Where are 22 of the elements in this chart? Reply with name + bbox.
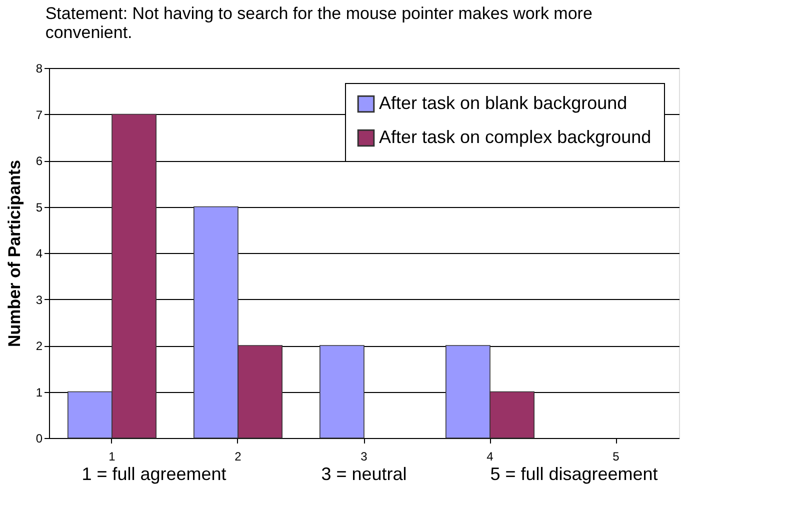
y-tick-label: 7 xyxy=(36,108,43,122)
y-tick-label: 6 xyxy=(36,154,43,168)
x-tick-label: 3 xyxy=(360,450,368,464)
x-tick-label: 5 xyxy=(612,450,620,464)
chart-title: Statement: Not having to search for the mouse pointer makes work more convenient. xyxy=(45,4,592,42)
y-axis-title: Number of Participants xyxy=(4,160,24,348)
y-tick-label: 3 xyxy=(36,292,43,307)
x-tick-label: 4 xyxy=(486,450,494,464)
y-tick-label: 8 xyxy=(36,62,43,76)
bar xyxy=(320,345,364,438)
text: 1 = full agreement xyxy=(82,464,226,484)
legend-label: After task on complex background xyxy=(379,127,652,147)
text: 3 = neutral xyxy=(321,464,407,484)
legend-label: After task on blank background xyxy=(379,93,628,113)
y-tick-label: 2 xyxy=(36,339,43,353)
x-tick-label: 2 xyxy=(234,450,242,464)
y-tick-label: 0 xyxy=(36,432,43,446)
text: 5 = full disagreement xyxy=(490,464,658,484)
y-tick-label: 5 xyxy=(36,200,43,214)
x-tick-label: 1 xyxy=(108,450,116,464)
y-tick-label: 4 xyxy=(36,246,43,260)
y-tick-label: 1 xyxy=(36,385,43,400)
